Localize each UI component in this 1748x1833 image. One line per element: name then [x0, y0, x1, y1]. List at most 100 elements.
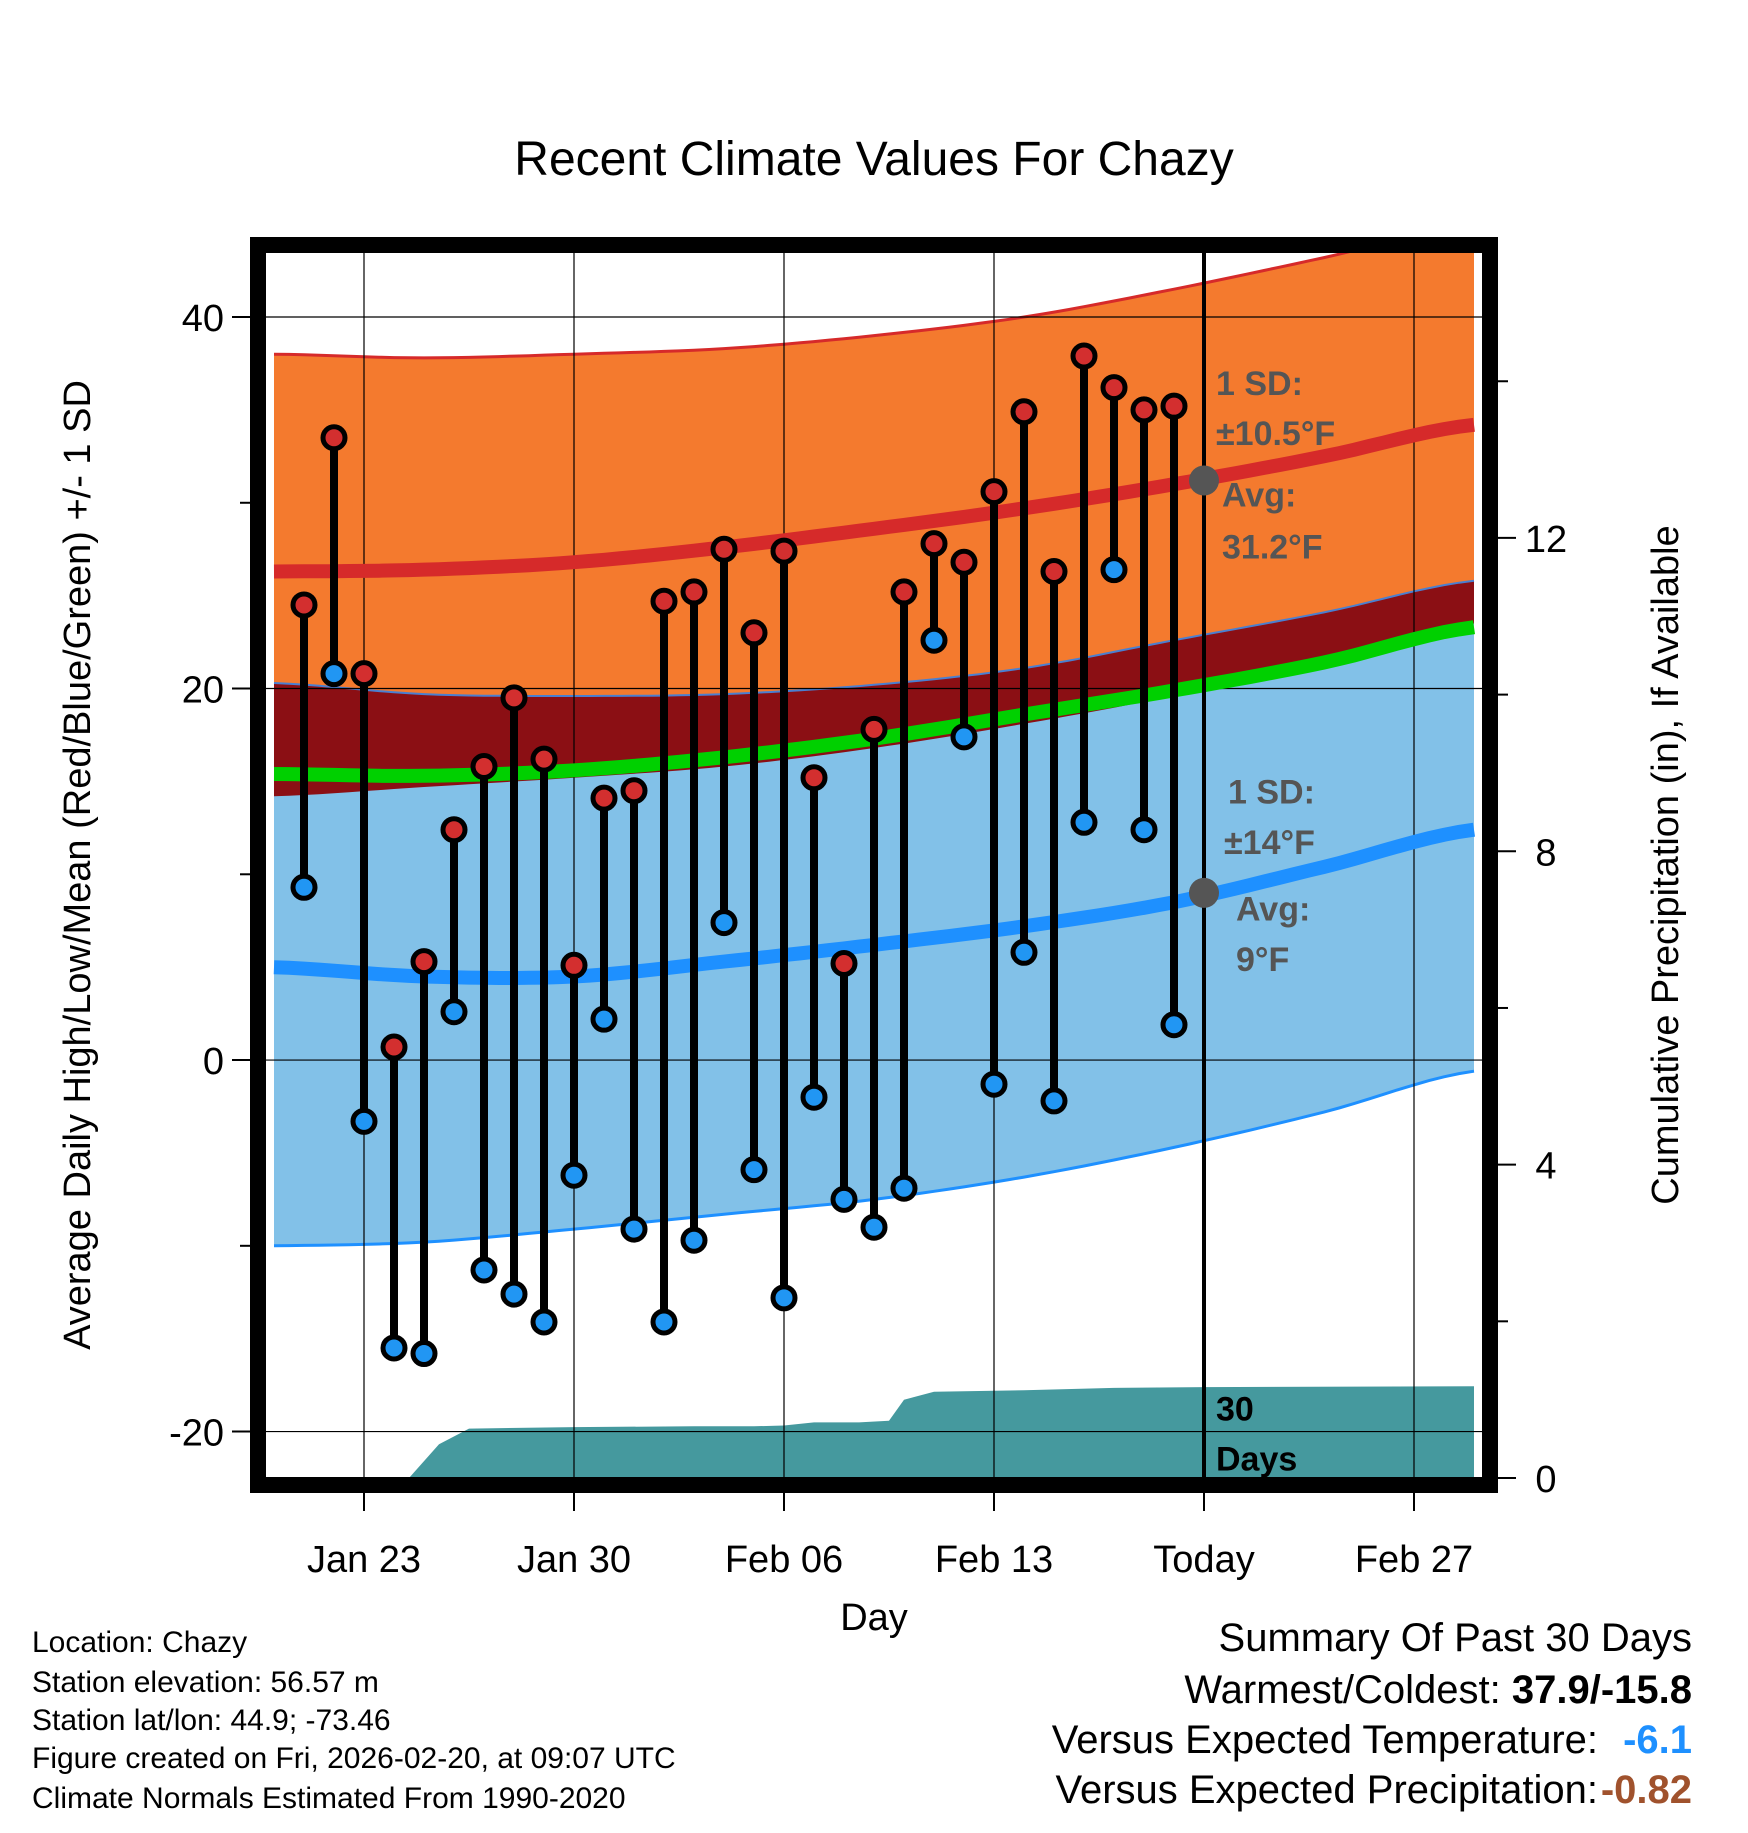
obs-low-dot-0	[290, 873, 318, 901]
obs-low-dot-23	[980, 1070, 1008, 1098]
y-tick-label-3: 40	[182, 298, 224, 340]
obs-high-dot-24	[1010, 398, 1038, 426]
obs-low-dot-12	[650, 1308, 678, 1336]
obs-low-dot-5	[440, 998, 468, 1026]
obs-low-dot-13	[680, 1226, 708, 1254]
obs-high-dot-8	[530, 745, 558, 773]
obs-low-dot-14	[710, 909, 738, 937]
annot-high-sd-val: ±10.5°F	[1216, 415, 1335, 453]
summary-title: Summary Of Past 30 Days	[1218, 1616, 1692, 1660]
annot-low-sd: 1 SD:	[1228, 774, 1315, 812]
obs-high-dot-3	[380, 1033, 408, 1061]
obs-low-dot-7	[500, 1280, 528, 1308]
obs-low-dot-18	[830, 1185, 858, 1213]
obs-low-dot-20	[890, 1174, 918, 1202]
annot-high-sd: 1 SD:	[1216, 365, 1303, 403]
obs-high-dot-25	[1040, 558, 1068, 586]
x-tick-label-5: Feb 27	[1355, 1539, 1473, 1581]
y-tick-label-1: 0	[203, 1041, 224, 1083]
annot-low-avg: Avg:	[1236, 891, 1310, 929]
observations	[290, 342, 1188, 1368]
obs-high-dot-0	[290, 591, 318, 619]
obs-high-dot-1	[320, 424, 348, 452]
summary-warmest-value: 37.9/-15.8	[1511, 1668, 1692, 1712]
obs-high-dot-27	[1100, 374, 1128, 402]
obs-low-dot-6	[470, 1256, 498, 1284]
y2-tick-label-0: 0	[1535, 1459, 1556, 1501]
obs-high-dot-21	[920, 530, 948, 558]
today-high-avg-dot	[1189, 465, 1219, 496]
obs-low-dot-10	[590, 1005, 618, 1033]
obs-high-dot-5	[440, 816, 468, 844]
today-low-avg-dot	[1189, 877, 1219, 908]
obs-low-dot-11	[620, 1215, 648, 1243]
obs-high-dot-29	[1160, 392, 1188, 420]
obs-high-dot-19	[860, 715, 888, 743]
obs-low-dot-27	[1100, 556, 1128, 584]
info-location: Location: Chazy	[32, 1626, 248, 1659]
high-sd-upper-line	[273, 252, 1355, 360]
obs-high-dot-12	[650, 587, 678, 615]
obs-low-dot-1	[320, 660, 348, 688]
annot-days-label: Days	[1216, 1441, 1297, 1479]
obs-low-dot-21	[920, 626, 948, 654]
obs-low-dot-2	[350, 1107, 378, 1135]
annot-low-avg-val: 9°F	[1236, 941, 1289, 979]
y2-tick-label-3: 12	[1525, 519, 1567, 561]
obs-low-dot-29	[1160, 1011, 1188, 1039]
obs-low-dot-24	[1010, 938, 1038, 966]
high-avg-line	[273, 417, 1475, 579]
x-tick-label-1: Jan 30	[517, 1539, 631, 1581]
obs-high-dot-11	[620, 777, 648, 805]
obs-high-dot-9	[560, 951, 588, 979]
obs-high-dot-15	[740, 619, 768, 647]
annot-high-avg: Avg:	[1222, 476, 1296, 514]
info-normals: Climate Normals Estimated From 1990-2020	[32, 1782, 626, 1815]
obs-low-dot-28	[1130, 816, 1158, 844]
obs-low-dot-26	[1070, 808, 1098, 836]
summary-warmest: Warmest/Coldest: 37.9/-15.8	[1184, 1670, 1692, 1710]
annot-high-avg-val: 31.2°F	[1222, 529, 1323, 567]
summary-warmest-label: Warmest/Coldest:	[1184, 1668, 1512, 1712]
info-created: Figure created on Fri, 2026-02-20, at 09…	[32, 1742, 676, 1775]
obs-high-dot-4	[410, 948, 438, 976]
summary-precip-value: -0.82	[1600, 1768, 1692, 1812]
obs-low-dot-9	[560, 1161, 588, 1189]
x-axis-label: Day	[840, 1597, 908, 1639]
x-tick-label-0: Jan 23	[307, 1539, 421, 1581]
low-sd-upper-line	[273, 579, 1475, 697]
obs-low-dot-15	[740, 1156, 768, 1184]
obs-high-dot-26	[1070, 342, 1098, 370]
x-tick-label-4: Today	[1153, 1539, 1254, 1581]
summary-precip-label: Versus Expected Precipitation:	[1055, 1768, 1598, 1812]
obs-high-dot-14	[710, 535, 738, 563]
obs-high-dot-28	[1130, 396, 1158, 424]
y-tick-label-2: 20	[182, 670, 224, 712]
y-tick-label-0: -20	[169, 1413, 224, 1455]
obs-high-dot-22	[950, 548, 978, 576]
chart-title: Recent Climate Values For Chazy	[514, 133, 1233, 186]
obs-low-dot-19	[860, 1213, 888, 1241]
obs-high-dot-6	[470, 753, 498, 781]
obs-high-dot-20	[890, 578, 918, 606]
obs-high-dot-13	[680, 578, 708, 606]
obs-low-dot-17	[800, 1083, 828, 1111]
summary-temp-value: -6.1	[1623, 1718, 1692, 1762]
summary-temp-label: Versus Expected Temperature:	[1051, 1718, 1598, 1762]
obs-low-dot-8	[530, 1308, 558, 1336]
obs-high-dot-18	[830, 949, 858, 977]
obs-high-dot-16	[770, 537, 798, 565]
info-latlon: Station lat/lon: 44.9; -73.46	[32, 1704, 391, 1737]
annot-days-count: 30	[1216, 1390, 1254, 1428]
obs-low-dot-3	[380, 1334, 408, 1362]
obs-high-dot-7	[500, 684, 528, 712]
y-axis-label: Average Daily High/Low/Mean (Red/Blue/Gr…	[57, 380, 99, 1350]
x-tick-label-3: Feb 13	[935, 1539, 1053, 1581]
obs-low-dot-22	[950, 723, 978, 751]
obs-low-dot-25	[1040, 1087, 1068, 1115]
plot-frame	[250, 237, 1498, 1493]
y2-axis-label: Cumulative Precipitation (in), If Availa…	[1645, 525, 1687, 1204]
info-elevation: Station elevation: 56.57 m	[32, 1666, 379, 1699]
